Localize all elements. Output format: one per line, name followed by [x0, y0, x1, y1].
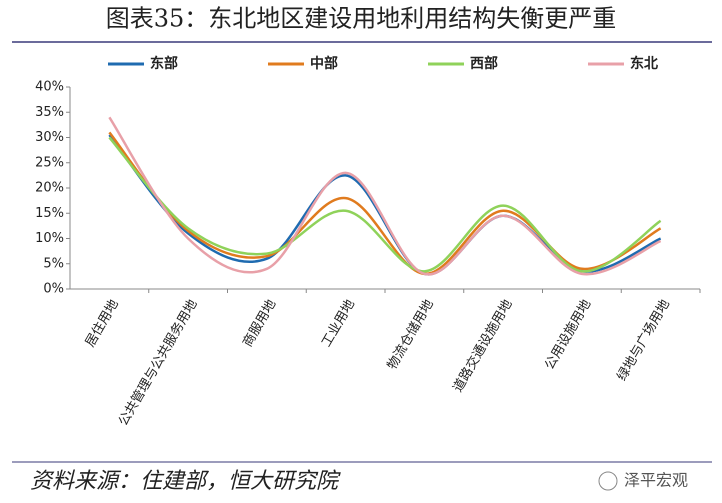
watermark: 泽平宏观	[624, 471, 688, 490]
x-tick-label: 物流仓储用地	[385, 297, 437, 372]
y-tick-label: 15%	[35, 206, 64, 221]
chart-title: 图表35：东北地区建设用地利用结构失衡更严重	[106, 5, 617, 33]
source: 资料来源：住建部，恒大研究院	[30, 469, 341, 494]
wechat-icon	[598, 471, 618, 491]
x-tick-label: 绿地与广场用地	[615, 297, 673, 383]
x-tick-label: 工业用地	[319, 297, 358, 350]
y-tick-label: 0%	[43, 282, 64, 297]
series-line	[108, 116, 662, 276]
legend-label: 东北	[630, 55, 658, 72]
x-tick-label: 公共管理与公共服务用地	[115, 297, 200, 429]
x-tick-label: 商服用地	[240, 297, 279, 350]
legend-label: 东部	[150, 55, 178, 72]
y-tick-label: 25%	[35, 155, 64, 170]
y-tick-label: 35%	[35, 105, 64, 120]
y-tick-label: 40%	[35, 80, 64, 95]
x-tick-label: 公用设施用地	[542, 297, 594, 372]
x-tick-label: 道路交通设施用地	[450, 297, 516, 395]
y-tick-label: 10%	[35, 231, 64, 246]
legend-label: 西部	[470, 55, 498, 72]
y-tick-label: 5%	[43, 256, 64, 271]
y-tick-label: 30%	[35, 130, 64, 145]
series-line	[108, 134, 662, 276]
x-tick-label: 居住用地	[83, 297, 122, 350]
legend-label: 中部	[310, 55, 338, 72]
y-tick-label: 20%	[35, 181, 64, 196]
series-line	[108, 131, 662, 276]
series-line	[108, 136, 662, 273]
